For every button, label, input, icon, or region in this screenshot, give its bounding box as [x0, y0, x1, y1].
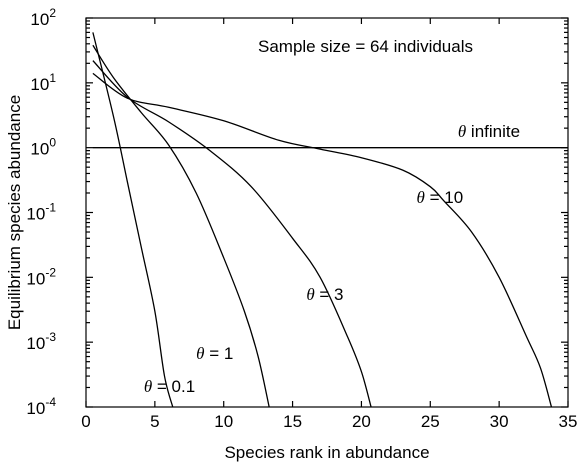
y-tick-label: 100 — [30, 136, 56, 159]
series-line-theta-0-1 — [92, 32, 174, 408]
series-label-theta-3: θ = 3 — [306, 285, 343, 304]
series-label-theta-1: θ = 1 — [196, 344, 233, 363]
series-layer: θ = 0.1θ = 1 θ = 3 θ = 10 θ infinite — [92, 32, 568, 408]
x-tick-label: 5 — [150, 412, 159, 431]
x-tick-label: 25 — [421, 412, 440, 431]
y-axis: 10-4 10-3 10-2 10-1 100 101 102 — [26, 6, 568, 418]
y-tick-label: 101 — [30, 71, 56, 94]
plot-frame — [85, 17, 569, 408]
y-tick-label: 10-2 — [26, 265, 56, 288]
x-tick-label: 20 — [352, 412, 371, 431]
y-tick-label: 10-1 — [26, 201, 56, 224]
series-label-theta-infinite: θ infinite — [458, 122, 520, 141]
series-line-theta-1 — [92, 44, 270, 408]
x-axis: 0 5 10 15 20 25 30 35 — [81, 18, 577, 431]
x-tick-label: 15 — [283, 412, 302, 431]
x-tick-label: 30 — [490, 412, 509, 431]
y-axis-title: Equilibrium species abundance — [5, 95, 24, 330]
series-line-theta-3 — [92, 60, 372, 408]
series-label-theta-0-1: θ = 0.1 — [144, 377, 195, 396]
x-axis-title: Species rank in abundance — [224, 443, 429, 462]
x-tick-label: 10 — [214, 412, 233, 431]
y-tick-label: 10-4 — [26, 395, 56, 418]
y-tick-label: 10-3 — [26, 330, 56, 353]
x-tick-label: 0 — [81, 412, 90, 431]
series-line-theta-10 — [92, 72, 553, 408]
sample-size-annotation: Sample size = 64 individuals — [258, 37, 473, 56]
plot-area — [85, 17, 569, 408]
series-label-theta-10: θ = 10 — [417, 188, 464, 207]
y-tick-label: 102 — [30, 6, 56, 29]
x-tick-label: 35 — [559, 412, 578, 431]
